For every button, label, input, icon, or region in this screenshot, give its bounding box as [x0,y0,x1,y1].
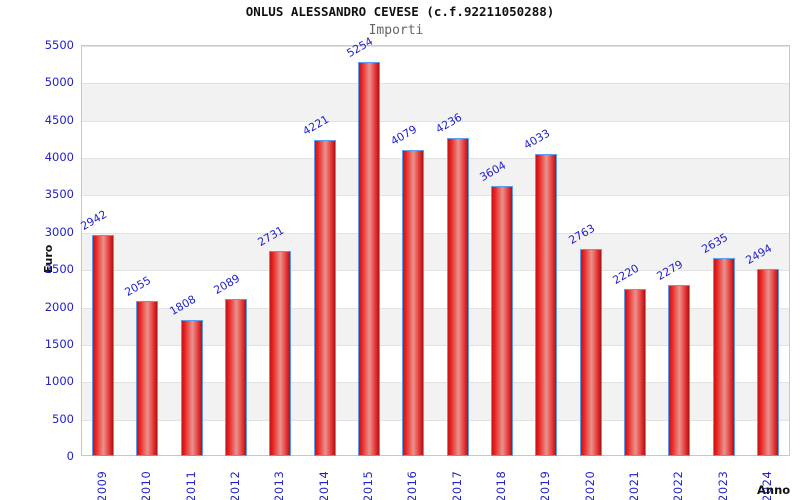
bar [136,301,159,456]
grid-band [82,195,789,232]
grid-band [82,270,789,307]
x-tick-label: 2015 [361,470,376,500]
bar [668,284,691,456]
y-tick-label: 5000 [44,75,74,90]
grid-band [82,232,789,271]
x-tick-label: 2013 [272,470,287,500]
bar [269,250,292,456]
grid-band [82,83,789,121]
bar [490,185,513,456]
bar [756,268,779,456]
x-tick-label: 2020 [582,470,597,500]
y-tick-label: 4500 [44,112,74,127]
bar [358,62,381,456]
bar [92,235,115,456]
x-tick-label: 2018 [493,470,508,500]
x-tick-label: 2014 [316,470,331,500]
bar [313,139,336,456]
chart-subtitle: Importi [368,23,424,38]
y-tick-label: 4000 [44,150,74,165]
x-axis-title: Anno [757,483,791,497]
grid-band [82,344,789,382]
bar [579,248,602,456]
y-tick-label: 1000 [44,374,74,389]
x-tick-label: 2012 [228,470,243,500]
bar [623,289,646,456]
bar [535,153,558,456]
y-tick-label: 3000 [44,224,74,239]
grid-band [82,419,789,457]
x-tick-label: 2023 [715,470,730,500]
y-tick-label: 5500 [44,38,74,52]
bar [180,319,203,456]
chart-title: ONLUS ALESSANDRO CEVESE (c.f.92211050288… [245,4,555,19]
x-tick-label: 2022 [671,470,686,500]
bar [446,138,469,456]
grid-band [82,120,789,158]
x-tick-label: 2016 [405,470,420,500]
x-tick-label: 2010 [139,470,154,500]
grid-band [82,46,789,83]
y-tick-label: 500 [52,411,74,426]
x-tick-label: 2019 [538,470,553,500]
y-tick-label: 2500 [44,262,74,277]
x-tick-label: 2021 [626,470,641,500]
x-tick-label: 2009 [95,470,110,500]
y-tick-label: 2000 [44,299,74,314]
bar [712,258,735,456]
plot-area [81,45,790,456]
x-tick-label: 2011 [183,470,198,500]
bar [402,150,425,456]
grid-band [82,158,789,196]
x-tick-label: 2017 [449,470,464,500]
y-tick-label: 3500 [44,187,74,202]
y-tick-label: 1500 [44,336,74,351]
y-tick-label: 0 [66,449,74,463]
bar [225,298,248,456]
